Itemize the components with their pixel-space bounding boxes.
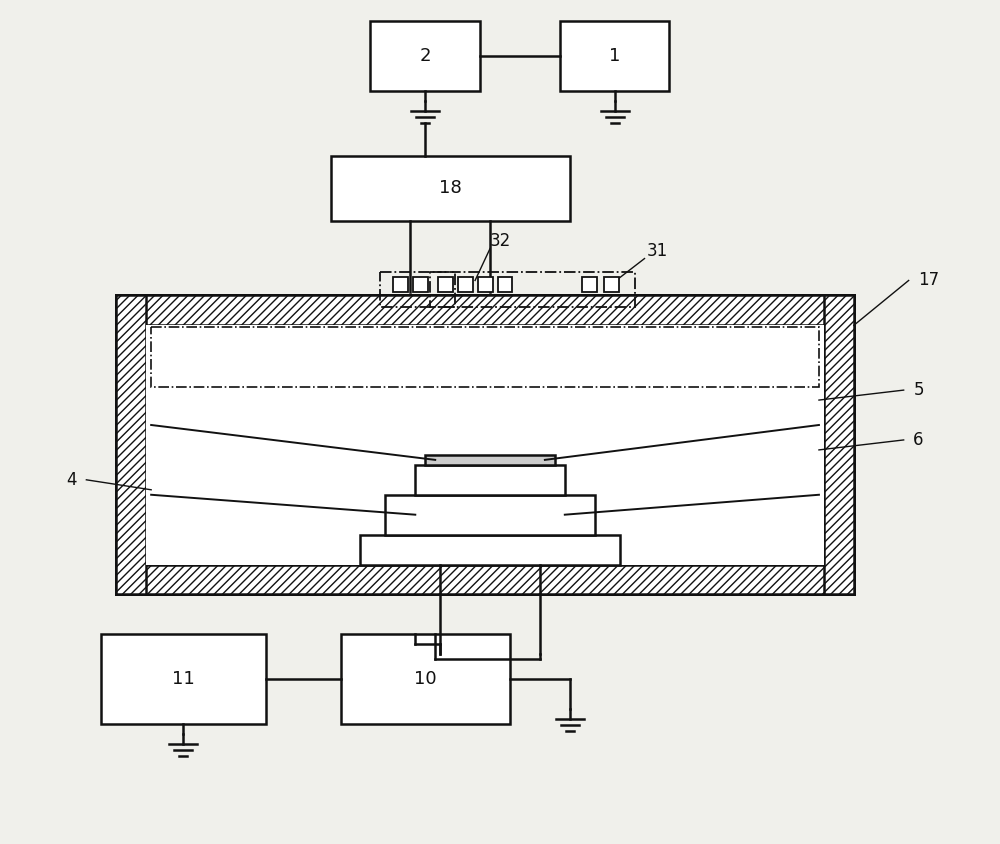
Bar xyxy=(116,295,146,594)
Bar xyxy=(360,534,620,565)
Bar xyxy=(458,278,473,292)
Text: 2: 2 xyxy=(419,47,431,65)
Bar xyxy=(116,565,854,594)
Text: 32: 32 xyxy=(489,231,511,250)
Text: 4: 4 xyxy=(66,471,77,489)
Bar xyxy=(116,295,854,594)
Text: 10: 10 xyxy=(414,670,437,688)
Text: 18: 18 xyxy=(439,179,462,197)
Bar xyxy=(101,635,266,724)
Text: 31: 31 xyxy=(647,241,668,260)
Bar xyxy=(380,273,455,307)
Bar xyxy=(151,327,819,387)
Bar xyxy=(413,278,428,292)
Bar xyxy=(146,325,824,565)
Bar xyxy=(116,295,854,325)
Bar xyxy=(478,278,493,292)
Bar xyxy=(560,21,669,91)
Bar xyxy=(331,156,570,220)
Text: 1: 1 xyxy=(609,47,620,65)
Text: 6: 6 xyxy=(913,431,924,449)
Bar xyxy=(438,278,453,292)
Bar xyxy=(498,278,512,292)
Bar xyxy=(415,465,565,495)
Bar xyxy=(341,635,510,724)
Bar xyxy=(824,295,854,594)
Bar xyxy=(425,455,555,465)
Bar xyxy=(370,21,480,91)
Bar xyxy=(604,278,619,292)
Bar xyxy=(385,495,595,534)
Text: 5: 5 xyxy=(913,381,924,399)
Bar xyxy=(393,278,408,292)
Bar xyxy=(430,273,635,307)
Bar xyxy=(582,278,597,292)
Text: 17: 17 xyxy=(918,272,939,289)
Text: 11: 11 xyxy=(172,670,195,688)
